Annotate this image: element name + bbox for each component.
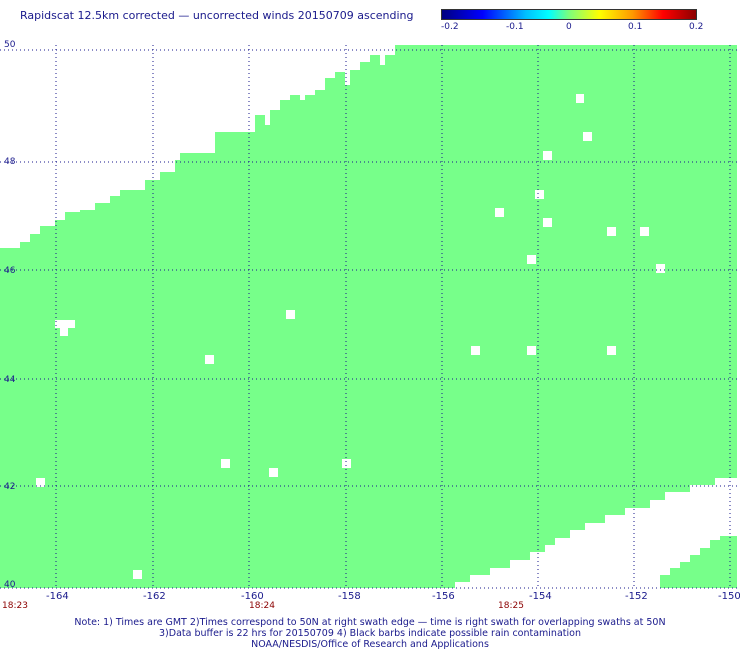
lon-label: -162 <box>143 591 166 602</box>
map-title: Rapidscat 12.5km corrected — uncorrected… <box>20 9 414 22</box>
missing-cell <box>495 208 504 217</box>
missing-cell <box>656 264 665 273</box>
lat-label: 50 <box>4 40 16 50</box>
lat-label: 42 <box>4 482 16 492</box>
missing-cell <box>583 132 592 141</box>
missing-cell <box>607 227 616 236</box>
lat-label: 40 <box>4 580 16 590</box>
missing-cell <box>535 190 544 199</box>
lon-label: -154 <box>529 591 552 602</box>
missing-cell <box>286 310 295 319</box>
swath-region <box>0 45 737 588</box>
lon-label: -160 <box>241 591 264 602</box>
lat-lon-grid <box>0 45 737 589</box>
footnote-line: NOAA/NESDIS/Office of Research and Appli… <box>251 639 489 650</box>
missing-cell <box>205 355 214 364</box>
lon-label: -164 <box>46 591 69 602</box>
time-label: 18:23 <box>2 601 28 611</box>
time-label: 18:24 <box>249 601 275 611</box>
swath-region <box>660 536 737 588</box>
missing-cell <box>221 459 230 468</box>
missing-cell <box>543 151 552 160</box>
colorbar-label: -0.1 <box>506 22 524 32</box>
colorbar-label: 0 <box>566 22 572 32</box>
lat-label: 46 <box>4 266 16 276</box>
missing-cell <box>471 346 480 355</box>
missing-cell <box>527 346 536 355</box>
missing-cell <box>342 459 351 468</box>
colorbar-label: -0.2 <box>441 22 459 32</box>
data-gaps <box>36 94 665 579</box>
time-label: 18:25 <box>498 601 524 611</box>
missing-cell <box>60 320 68 336</box>
lon-label: -152 <box>625 591 648 602</box>
lon-label: -150 <box>718 591 740 602</box>
footnote-line: Note: 1) Times are GMT 2)Times correspon… <box>74 617 666 628</box>
missing-cell <box>607 346 616 355</box>
missing-cell <box>543 218 552 227</box>
missing-cell <box>133 570 142 579</box>
lat-label: 48 <box>4 157 16 167</box>
lon-label: -156 <box>432 591 455 602</box>
missing-cell <box>269 468 278 477</box>
missing-cell <box>527 255 536 264</box>
colorbar-label: 0.2 <box>689 22 704 32</box>
lon-label: -158 <box>338 591 361 602</box>
lat-label: 44 <box>4 375 16 385</box>
missing-cell <box>36 478 45 487</box>
footnote-line: 3)Data buffer is 22 hrs for 20150709 4) … <box>159 628 581 639</box>
missing-cell <box>576 94 584 103</box>
missing-cell <box>640 227 649 236</box>
colorbar <box>441 9 697 20</box>
colorbar-label: 0.1 <box>628 22 643 32</box>
